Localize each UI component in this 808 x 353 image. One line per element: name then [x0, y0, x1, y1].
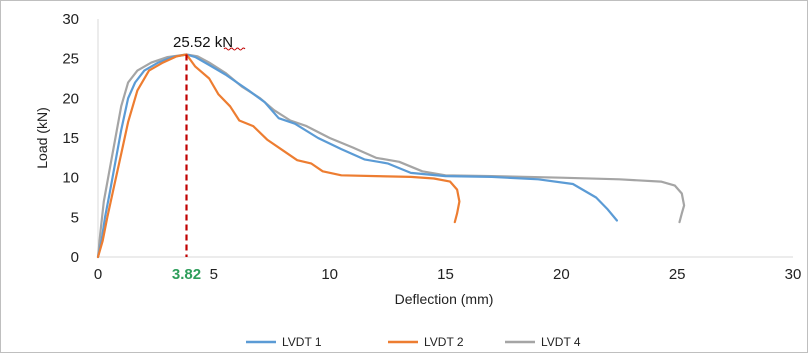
x-tick-label: 5: [210, 266, 218, 283]
x-tick-label: 25: [669, 266, 686, 283]
y-tick-label: 25: [62, 51, 79, 68]
x-tick-labels: 0 5 10 15 20 25 30: [94, 266, 802, 283]
y-tick-label: 15: [62, 130, 79, 147]
series-line-lvdt-1: [96, 53, 618, 259]
axes: [97, 19, 793, 258]
series-lines: [96, 53, 686, 259]
y-tick-label: 0: [71, 249, 79, 266]
y-tick-label: 5: [71, 209, 79, 226]
y-tick-labels: 0 5 10 15 20 25 30: [62, 11, 79, 266]
legend: LVDT 1 LVDT 2 LVDT 4: [246, 335, 581, 349]
x-tick-label: 20: [553, 266, 570, 283]
x-tick-label: 10: [321, 266, 338, 283]
y-tick-label: 10: [62, 170, 79, 187]
y-tick-label: 30: [62, 11, 79, 28]
series-line-lvdt-2: [96, 53, 461, 259]
peak-label-squiggle: [223, 47, 246, 51]
x-tick-label: 0: [94, 266, 102, 283]
y-axis-title: Load (kN): [34, 107, 50, 168]
peak-deflection-label: 3.82: [172, 266, 201, 283]
x-tick-label: 15: [437, 266, 454, 283]
series-line-lvdt-4: [96, 53, 686, 259]
legend-label: LVDT 2: [424, 335, 464, 349]
x-axis-title: Deflection (mm): [395, 291, 494, 307]
peak-load-label: 25.52 kN: [173, 34, 233, 51]
legend-label: LVDT 1: [282, 335, 322, 349]
x-tick-label: 30: [785, 266, 802, 283]
y-tick-label: 20: [62, 90, 79, 107]
legend-label: LVDT 4: [541, 335, 581, 349]
